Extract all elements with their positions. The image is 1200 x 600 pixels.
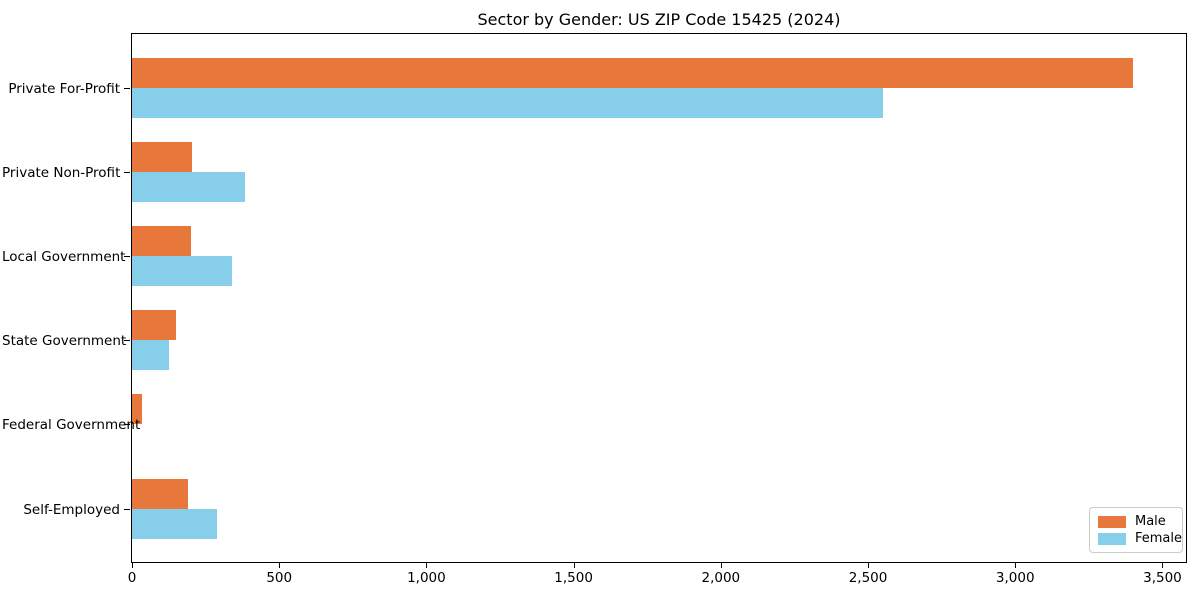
- y-tick-5: [124, 508, 130, 510]
- x-tick-5: [868, 563, 870, 568]
- bar-male-3: [132, 310, 177, 341]
- x-tick-3: [573, 563, 575, 568]
- legend-entry-female: Female: [1098, 531, 1182, 546]
- y-tick-0: [124, 88, 130, 89]
- x-tick-0: [132, 563, 133, 568]
- bar-female-1: [132, 172, 246, 203]
- bar-male-2: [132, 226, 191, 257]
- y-tick-1: [124, 172, 130, 174]
- plot-area: [131, 33, 1187, 563]
- y-tick-label-1: Private Non-Profit: [2, 165, 121, 182]
- x-tick-label-7: 3,500: [1143, 570, 1182, 586]
- y-tick-label-4: Federal Government: [2, 417, 141, 434]
- y-tick-label-5: Self-Employed: [23, 501, 120, 518]
- chart-title: Sector by Gender: US ZIP Code 15425 (202…: [477, 10, 841, 29]
- y-tick-label-0: Private For-Profit: [8, 81, 120, 97]
- x-tick-label-6: 3,000: [995, 570, 1035, 586]
- x-tick-1: [279, 563, 281, 568]
- x-tick-label-4: 2,000: [701, 570, 741, 586]
- x-tick-label-2: 1,000: [407, 570, 446, 586]
- y-tick-2: [124, 256, 130, 258]
- male-swatch-icon: [1098, 515, 1126, 528]
- bar-female-5: [132, 508, 218, 539]
- x-tick-7: [1162, 563, 1164, 568]
- bar-male-4: [132, 394, 143, 425]
- x-tick-label-3: 1,500: [554, 570, 593, 586]
- y-tick-label-2: Local Government: [2, 249, 126, 266]
- bar-male-1: [132, 142, 193, 173]
- y-tick-label-3: State Government: [2, 333, 127, 350]
- legend-label-male: Male: [1135, 514, 1166, 529]
- x-tick-label-5: 2,500: [848, 570, 888, 586]
- bar-male-5: [132, 478, 188, 509]
- legend: Male Female: [1089, 507, 1183, 553]
- x-tick-label-0: 0: [127, 570, 137, 586]
- x-tick-4: [720, 563, 722, 568]
- bar-female-0: [132, 88, 883, 118]
- legend-label-female: Female: [1135, 531, 1183, 546]
- y-tick-4: [124, 424, 130, 426]
- y-tick-3: [124, 340, 130, 342]
- bar-male-0: [132, 58, 1133, 88]
- bar-female-2: [132, 256, 233, 287]
- female-swatch-icon: [1098, 532, 1126, 545]
- x-tick-2: [426, 563, 428, 568]
- x-tick-6: [1015, 563, 1017, 568]
- legend-entry-male: Male: [1098, 514, 1174, 529]
- x-tick-label-1: 500: [266, 570, 293, 586]
- bar-female-3: [132, 340, 169, 371]
